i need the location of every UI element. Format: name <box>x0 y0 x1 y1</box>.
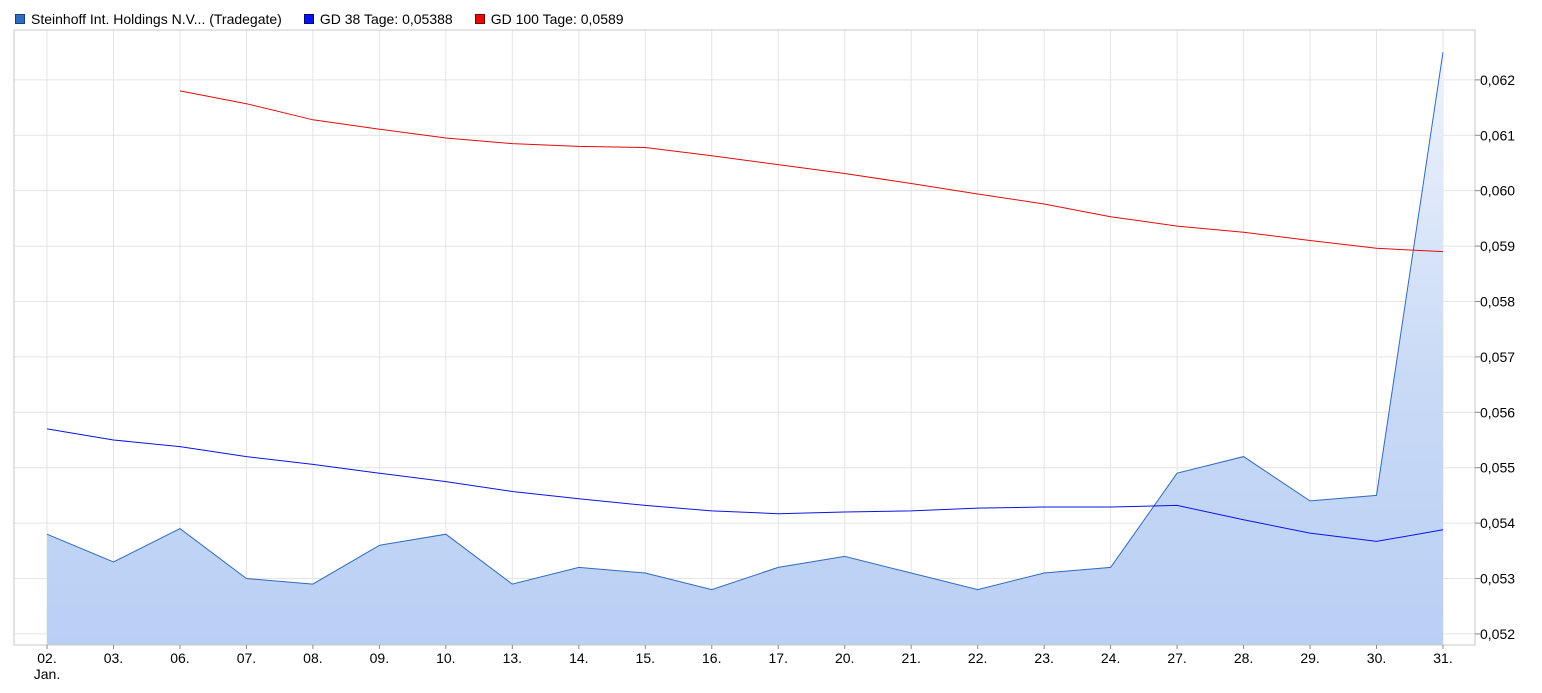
x-tick-label: 07. <box>237 650 256 666</box>
series-area-price <box>47 52 1443 645</box>
y-tick-label: 0,055 <box>1480 460 1515 476</box>
series-line-price <box>46 52 1444 591</box>
y-tick-label: 0,062 <box>1480 72 1515 88</box>
y-tick-label: 0,059 <box>1480 238 1515 254</box>
plot-frame <box>13 29 1476 646</box>
x-tick-label: 08. <box>303 650 322 666</box>
x-tick-label: 16. <box>702 650 721 666</box>
legend-swatch-gd38 <box>303 14 314 24</box>
x-tick-label: 30. <box>1367 650 1386 666</box>
x-tick-label: 24. <box>1101 650 1120 666</box>
x-tick-label: 09. <box>370 650 389 666</box>
area-layer <box>47 52 1443 645</box>
y-tick-label: 0,053 <box>1480 571 1515 587</box>
legend-swatch-price <box>15 14 25 24</box>
y-tick-label: 0,061 <box>1480 127 1515 143</box>
x-tick-label: 06. <box>170 650 189 666</box>
x-tick-label: 27. <box>1167 650 1186 666</box>
x-tick-label: 21. <box>901 650 920 666</box>
x-tick-label: 20. <box>835 650 854 666</box>
x-axis: 02. 03. 06. 07. 08. 09. 10. 13. 14. 15. 16. 17. 20. 2… <box>34 645 1453 682</box>
legend-item-price[interactable]: Steinhoff Int. Holdings N.V... (Tradegat… <box>15 11 282 27</box>
legend-item-gd100[interactable]: GD 100 Tage: 0,0589 <box>474 11 624 27</box>
x-tick-label: 14. <box>569 650 588 666</box>
x-tick-label: 02. <box>37 650 56 666</box>
x-tick-label: 17. <box>769 650 788 666</box>
legend-label-gd38: GD 38 Tage: 0,05388 <box>319 11 453 27</box>
x-tick-label: 10. <box>436 650 455 666</box>
x-tick-label: 28. <box>1234 650 1253 666</box>
legend-item-gd38[interactable]: GD 38 Tage: 0,05388 <box>303 11 453 27</box>
y-tick-label: 0,056 <box>1480 404 1515 420</box>
x-tick-label: 13. <box>503 650 522 666</box>
x-tick-label: 29. <box>1300 650 1319 666</box>
chart-legend: Steinhoff Int. Holdings N.V... (Tradegat… <box>15 10 646 28</box>
legend-swatch-gd100 <box>474 14 485 24</box>
y-tick-label: 0,060 <box>1480 183 1515 199</box>
x-tick-label: 23. <box>1034 650 1053 666</box>
y-tick-label: 0,052 <box>1480 626 1515 642</box>
y-tick-label: 0,054 <box>1480 515 1515 531</box>
x-month-label: Jan. <box>34 666 60 682</box>
x-tick-label: 31. <box>1433 650 1452 666</box>
legend-label-gd100: GD 100 Tage: 0,0589 <box>490 11 624 27</box>
y-tick-label: 0,058 <box>1480 293 1515 309</box>
series-line-gd100 <box>179 90 1444 253</box>
x-tick-label: 22. <box>968 650 987 666</box>
lines-layer <box>46 52 1444 591</box>
x-tick-label: 15. <box>636 650 655 666</box>
grid <box>14 30 1475 645</box>
y-tick-label: 0,057 <box>1480 349 1515 365</box>
legend-label-price: Steinhoff Int. Holdings N.V... (Tradegat… <box>31 11 282 27</box>
series-line-gd38 <box>46 428 1444 542</box>
y-axis: 0,052 0,053 0,054 0,055 0,056 0,057 0,058 0,059… <box>1475 72 1515 642</box>
x-tick-label: 03. <box>104 650 123 666</box>
